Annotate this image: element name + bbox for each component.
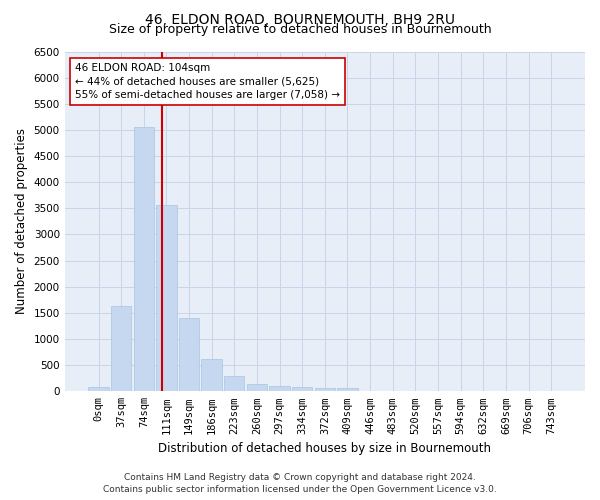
Bar (156, 205, 176, 392)
Bar (269, 386, 290, 392)
Bar (314, 388, 335, 392)
Bar (292, 388, 313, 392)
Bar (224, 376, 244, 392)
Text: 46, ELDON ROAD, BOURNEMOUTH, BH9 2RU: 46, ELDON ROAD, BOURNEMOUTH, BH9 2RU (145, 12, 455, 26)
Text: Contains HM Land Registry data © Crown copyright and database right 2024.
Contai: Contains HM Land Registry data © Crown c… (103, 472, 497, 494)
Text: 46 ELDON ROAD: 104sqm
← 44% of detached houses are smaller (5,625)
55% of semi-d: 46 ELDON ROAD: 104sqm ← 44% of detached … (75, 64, 340, 100)
Bar (337, 388, 358, 392)
X-axis label: Distribution of detached houses by size in Bournemouth: Distribution of detached houses by size … (158, 442, 491, 455)
Y-axis label: Number of detached properties: Number of detached properties (15, 128, 28, 314)
Bar (111, 306, 131, 392)
Bar (202, 359, 222, 392)
Bar (134, 127, 154, 392)
Bar (88, 388, 109, 392)
Text: Size of property relative to detached houses in Bournemouth: Size of property relative to detached ho… (109, 22, 491, 36)
Bar (179, 318, 199, 392)
Bar (247, 384, 267, 392)
